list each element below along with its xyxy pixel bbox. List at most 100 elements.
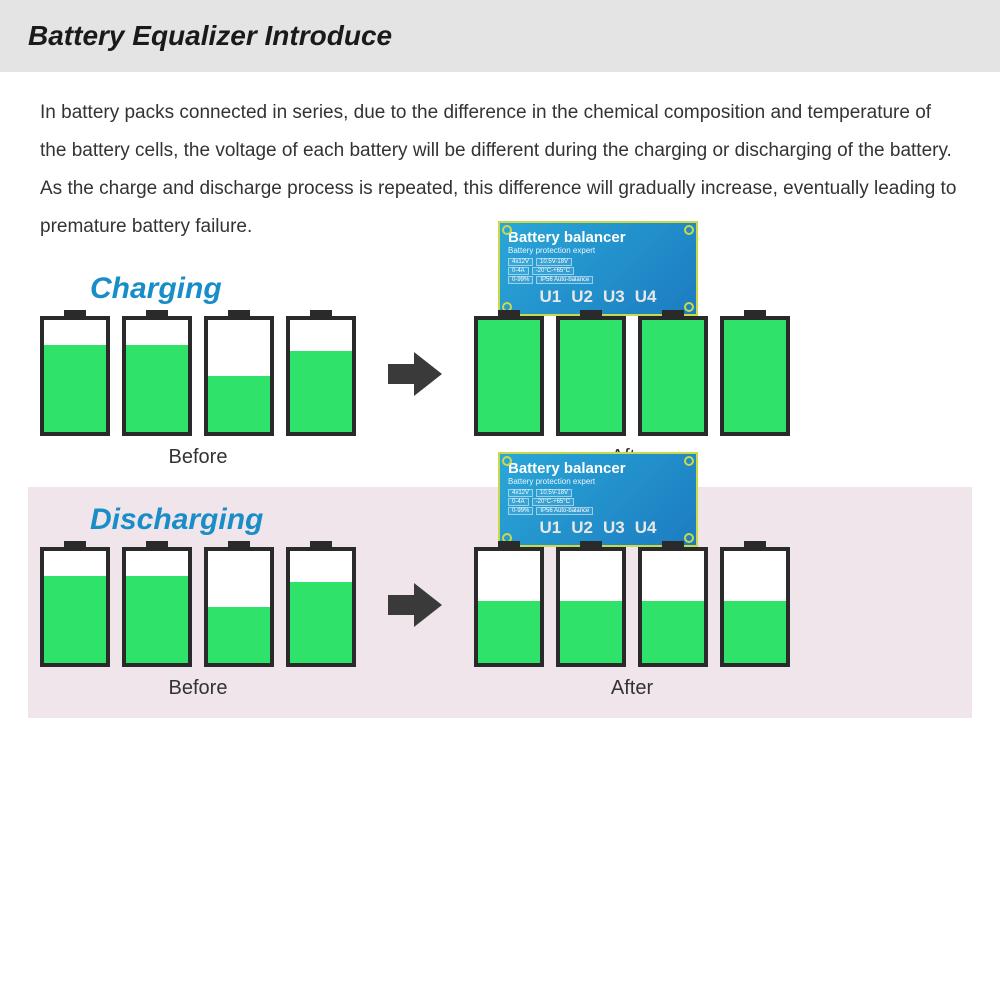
balancer-port-label: U3 (603, 287, 625, 307)
battery-fill (478, 320, 540, 432)
battery-cell (556, 316, 626, 436)
battery-cap (744, 310, 766, 318)
balancer-title: Battery balancer (508, 460, 688, 477)
before-label: Before (169, 446, 228, 469)
balancer-spec-cell: 0-4A (508, 498, 529, 506)
battery-cell (720, 316, 790, 436)
battery-fill (642, 601, 704, 663)
balancer-ports: U1 U2 U3 U4 (508, 518, 688, 538)
battery-cap (580, 310, 602, 318)
battery-cap (228, 310, 250, 318)
screw-icon (502, 225, 512, 235)
battery-cell (286, 316, 356, 436)
battery-cell (556, 547, 626, 667)
battery-cell (122, 316, 192, 436)
charging-before-group: Before (40, 316, 356, 469)
balancer-title: Battery balancer (508, 229, 688, 246)
battery-fill (290, 582, 352, 663)
battery-fill (478, 601, 540, 663)
header-bar: Battery Equalizer Introduce (0, 0, 1000, 72)
balancer-specs: 4x12V10.5V-18V0-4A-20°C-+65°C0-99%IP56 A… (508, 258, 688, 284)
after-label: After (611, 677, 653, 700)
battery-cap (146, 310, 168, 318)
battery-fill (208, 376, 270, 432)
battery-cap (744, 541, 766, 549)
arrow-icon (388, 350, 442, 403)
battery-cell (286, 547, 356, 667)
battery-cell (638, 547, 708, 667)
balancer-spec-cell: -20°C-+65°C (532, 498, 574, 506)
battery-cap (662, 541, 684, 549)
battery-fill (290, 351, 352, 432)
balancer-spec-cell: IP56 Auto-balance (536, 507, 593, 515)
balancer-body: Battery balancer Battery protection expe… (498, 452, 698, 547)
balancer-spec-cell: 4x12V (508, 489, 533, 497)
balancer-spec-row: 0-99%IP56 Auto-balance (508, 507, 688, 515)
battery-fill (126, 576, 188, 663)
balancer-spec-cell: 10.5V-18V (536, 258, 572, 266)
battery-cap (498, 310, 520, 318)
battery-cap (228, 541, 250, 549)
battery-cell (122, 547, 192, 667)
charging-after-group: Battery balancer Battery protection expe… (474, 316, 790, 469)
balancer-spec-cell: 0-99% (508, 276, 533, 284)
balancer-spec-cell: IP56 Auto-balance (536, 276, 593, 284)
balancer-spec-cell: 0-99% (508, 507, 533, 515)
arrow-icon (388, 581, 442, 634)
balancer-spec-cell: 4x12V (508, 258, 533, 266)
battery-cell (40, 547, 110, 667)
balancer-ports: U1 U2 U3 U4 (508, 287, 688, 307)
battery-cell (474, 316, 544, 436)
battery-fill (44, 345, 106, 432)
battery-cap (498, 541, 520, 549)
balancer-spec-cell: 0-4A (508, 267, 529, 275)
charging-row: Before Battery balancer Battery protecti… (40, 316, 960, 469)
balancer-spec-row: 0-99%IP56 Auto-balance (508, 276, 688, 284)
battery-cap (310, 310, 332, 318)
balancer-port-label: U3 (603, 518, 625, 538)
screw-icon (684, 456, 694, 466)
balancer-subtitle: Battery protection expert (508, 246, 688, 255)
discharging-section: Discharging Before Battery balancer Batt… (28, 487, 972, 718)
balancer-port-label: U2 (571, 287, 593, 307)
battery-cap (146, 541, 168, 549)
balancer-body: Battery balancer Battery protection expe… (498, 221, 698, 316)
screw-icon (684, 225, 694, 235)
balancer-port-label: U2 (571, 518, 593, 538)
battery-fill (560, 320, 622, 432)
battery-cell (638, 316, 708, 436)
battery-cap (662, 310, 684, 318)
battery-fill (560, 601, 622, 663)
battery-fill (724, 320, 786, 432)
balancer-spec-cell: -20°C-+65°C (532, 267, 574, 275)
screw-icon (684, 302, 694, 312)
battery-cap (64, 541, 86, 549)
battery-fill (642, 320, 704, 432)
balancer-specs: 4x12V10.5V-18V0-4A-20°C-+65°C0-99%IP56 A… (508, 489, 688, 515)
discharging-after-group: Battery balancer Battery protection expe… (474, 547, 790, 700)
before-label: Before (169, 677, 228, 700)
charging-before-batteries (40, 316, 356, 436)
balancer-port-label: U4 (635, 287, 657, 307)
balancer-spec-row: 0-4A-20°C-+65°C (508, 267, 688, 275)
battery-cell (474, 547, 544, 667)
battery-cell (720, 547, 790, 667)
page-title: Battery Equalizer Introduce (28, 20, 972, 52)
battery-cell (204, 547, 274, 667)
battery-fill (208, 607, 270, 663)
battery-fill (126, 345, 188, 432)
battery-fill (724, 601, 786, 663)
balancer-port-label: U4 (635, 518, 657, 538)
balancer-spec-cell: 10.5V-18V (536, 489, 572, 497)
balancer-subtitle: Battery protection expert (508, 477, 688, 486)
balancer-port-label: U1 (540, 287, 562, 307)
discharging-row: Before Battery balancer Battery protecti… (40, 547, 960, 700)
battery-cell (204, 316, 274, 436)
battery-fill (44, 576, 106, 663)
battery-cap (310, 541, 332, 549)
balancer-port-label: U1 (540, 518, 562, 538)
battery-cap (580, 541, 602, 549)
battery-cap (64, 310, 86, 318)
battery-cell (40, 316, 110, 436)
balancer-spec-row: 4x12V10.5V-18V (508, 489, 688, 497)
